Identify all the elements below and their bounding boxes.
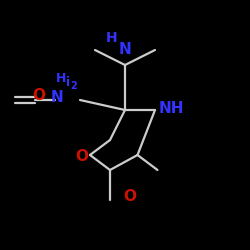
Text: O: O xyxy=(75,149,88,164)
Text: N: N xyxy=(119,42,132,58)
Text: NH: NH xyxy=(158,101,184,116)
Text: 2: 2 xyxy=(70,81,77,91)
Text: H: H xyxy=(106,30,118,44)
Text: H: H xyxy=(56,72,66,85)
Text: i: i xyxy=(66,76,70,90)
Text: N: N xyxy=(51,90,64,105)
Text: O: O xyxy=(124,189,136,204)
Text: O: O xyxy=(32,88,45,102)
